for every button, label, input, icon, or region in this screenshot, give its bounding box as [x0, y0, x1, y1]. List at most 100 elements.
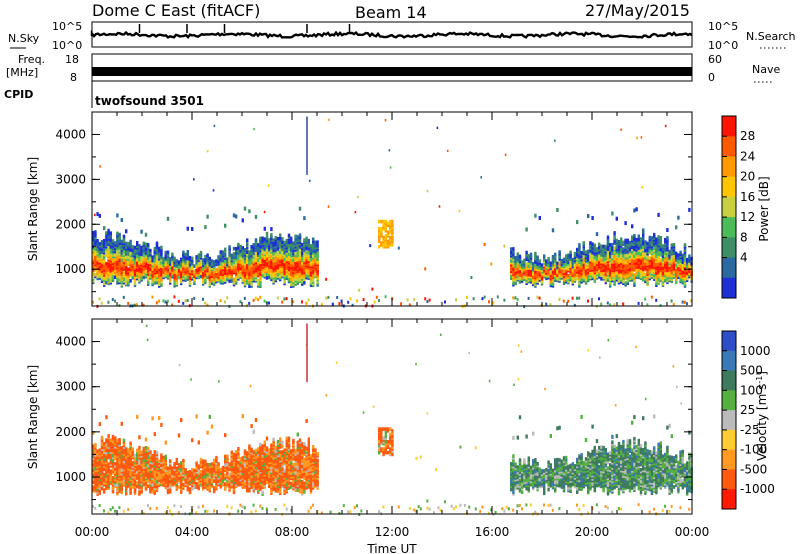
- echo-cell: [558, 250, 561, 254]
- echo-cell: [138, 445, 141, 450]
- echo-cell: [109, 238, 112, 242]
- echo-cell: [593, 252, 596, 256]
- echo-cell: [184, 299, 187, 303]
- echo-cell: [193, 468, 196, 473]
- echo-cell: [224, 268, 227, 272]
- echo-cell: [136, 241, 139, 245]
- echo-cell: [197, 464, 200, 468]
- echo-cell: [125, 229, 128, 234]
- echo-cell: [636, 136, 638, 140]
- echo-cell: [96, 212, 99, 217]
- echo-cell: [336, 296, 339, 299]
- echo-cell: [556, 208, 559, 212]
- echo-cell: [153, 474, 156, 478]
- echo-cell: [235, 214, 238, 219]
- echo-cell: [151, 490, 154, 494]
- echo-cell: [622, 240, 625, 245]
- echo-cell: [611, 246, 614, 250]
- echo-cell: [149, 450, 152, 454]
- echo-cell: [523, 275, 526, 280]
- echo-cell: [149, 248, 152, 253]
- echo-cell: [147, 446, 150, 451]
- echo-cell: [606, 301, 609, 305]
- echo-cell: [591, 250, 594, 255]
- echo-cell: [120, 218, 123, 222]
- echo-cell: [646, 246, 649, 251]
- echo-cell: [551, 228, 555, 233]
- echo-cell: [116, 438, 119, 443]
- freq-strip: Freq. [MHz] 18 8 60 0 Nave: [6, 53, 780, 84]
- echo-cell: [670, 265, 673, 270]
- echo-cell: [580, 276, 583, 281]
- echo-cell: [604, 280, 607, 285]
- echo-cell: [382, 219, 385, 224]
- echo-cell: [391, 223, 394, 227]
- echo-cell: [675, 225, 678, 230]
- echo-cell: [162, 299, 165, 303]
- echo-cell: [642, 254, 645, 258]
- echo-cell: [155, 462, 159, 467]
- echo-cell: [118, 438, 121, 442]
- echo-cell: [175, 259, 178, 263]
- echo-cell: [116, 269, 119, 273]
- echo-cell: [270, 233, 273, 237]
- echo-cell: [151, 262, 154, 266]
- echo-cell: [380, 234, 383, 238]
- echo-cell: [136, 457, 139, 461]
- echo-cell: [164, 300, 167, 304]
- echo-cell: [659, 253, 662, 257]
- echo-cell: [166, 265, 170, 270]
- echo-cell: [138, 490, 141, 495]
- echo-cell: [105, 460, 108, 465]
- echo-cell: [100, 240, 104, 244]
- echo-cell: [525, 272, 528, 277]
- echo-cell: [241, 258, 244, 262]
- echo-cell: [640, 136, 643, 139]
- echo-cell: [384, 119, 387, 122]
- echo-cell: [219, 270, 222, 275]
- echo-cell: [142, 303, 145, 307]
- echo-cell: [635, 207, 638, 212]
- echo-cell: [659, 303, 662, 307]
- echo-cell: [105, 415, 108, 420]
- echo-cell: [549, 303, 552, 307]
- echo-cell: [111, 467, 115, 472]
- echo-cell: [675, 273, 678, 278]
- echo-cell: [195, 255, 198, 259]
- echo-cell: [151, 255, 154, 259]
- echo-cell: [224, 274, 227, 279]
- echo-cell: [653, 263, 656, 268]
- echo-cell: [279, 253, 282, 258]
- echo-cell: [389, 241, 392, 245]
- echo-cell: [193, 480, 196, 485]
- echo-cell: [567, 253, 570, 258]
- echo-cell: [292, 277, 295, 281]
- echo-cell: [120, 446, 123, 450]
- echo-cell: [248, 265, 251, 270]
- echo-cell: [576, 263, 579, 267]
- echo-cell: [131, 461, 134, 465]
- echo-cell: [681, 253, 684, 258]
- echo-cell: [127, 508, 130, 511]
- echo-cell: [628, 240, 632, 245]
- echo-cell: [624, 281, 627, 285]
- echo-cell: [206, 150, 209, 153]
- echo-cell: [573, 251, 577, 256]
- colorbar-tick-label: 8: [740, 230, 748, 244]
- echo-cell: [283, 240, 286, 245]
- echo-cell: [296, 264, 299, 268]
- echo-cell: [142, 275, 145, 280]
- echo-cell: [228, 279, 231, 283]
- echo-cell: [516, 264, 519, 268]
- echo-cell: [109, 231, 112, 235]
- echo-cell: [626, 260, 629, 265]
- echo-cell: [175, 274, 178, 279]
- echo-cell: [617, 246, 621, 251]
- echo-cell: [155, 450, 159, 455]
- echo-cell: [246, 238, 249, 242]
- echo-cell: [653, 246, 656, 251]
- echo-cell: [598, 242, 601, 247]
- echo-cell: [177, 260, 181, 264]
- echo-cell: [279, 245, 282, 249]
- echo-cell: [100, 480, 104, 484]
